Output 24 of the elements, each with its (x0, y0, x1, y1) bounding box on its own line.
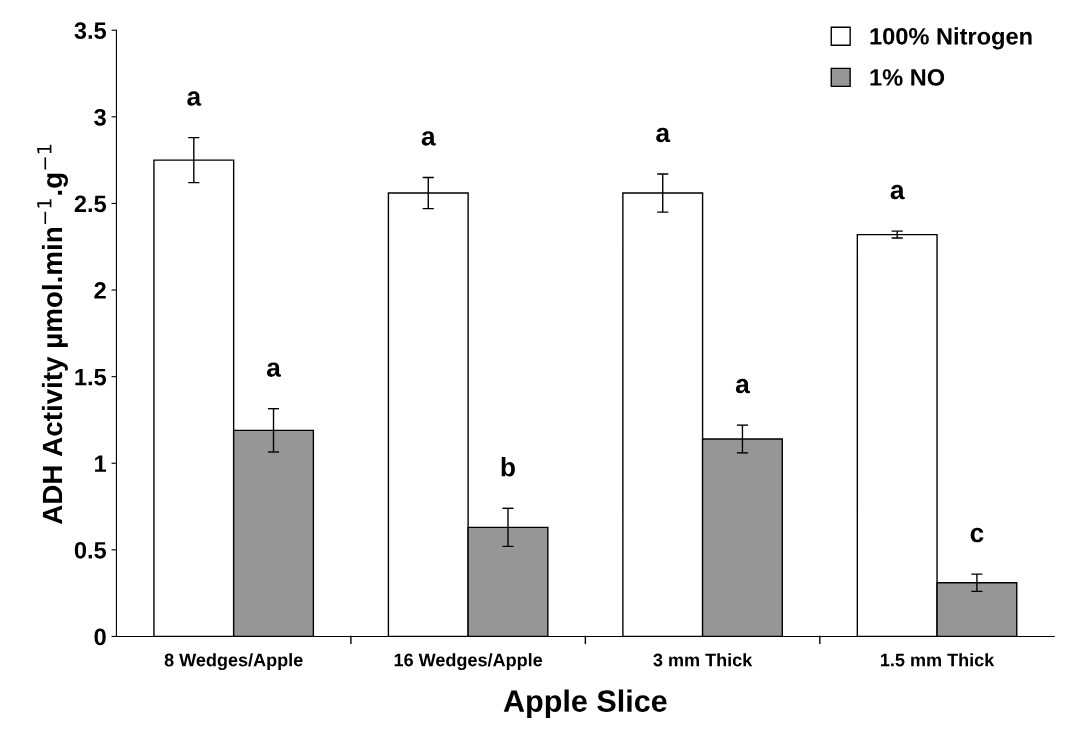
y-axis-title: ADH Activity µmol.min$^{−1}$.g$^{−1}$ (37, 144, 68, 525)
x-tick-label: 3 mm Thick (653, 653, 753, 667)
y-tick-label: 1.5 (75, 368, 107, 386)
legend-label: 100% Nitrogen (870, 27, 1032, 50)
y-tick-label: 1 (95, 455, 107, 472)
legend-label: 1% NO (870, 69, 945, 86)
annotation: a (656, 127, 671, 143)
annotation: a (735, 378, 750, 394)
x-axis-title: Apple Slice (503, 689, 667, 718)
x-tick-label: 1.5 mm Thick (880, 653, 995, 667)
y-tick-label: 2 (94, 282, 106, 299)
annotation: b (501, 457, 515, 477)
x-tick-label: 8 Wedges/Apple (164, 653, 303, 671)
y-tick-label: 2.5 (74, 195, 107, 213)
annotation: c (970, 527, 984, 543)
annotation: a (890, 184, 905, 200)
annotation: a (421, 131, 436, 146)
y-tick-label: 3 (94, 108, 106, 126)
y-tick-label: 3.5 (74, 22, 107, 40)
annotation: a (266, 362, 282, 377)
annotation: a (187, 91, 202, 106)
y-tick-label: 0 (94, 628, 106, 646)
y-tick-label: 0.5 (74, 541, 107, 559)
x-tick-label: 16 Wedges/Apple (394, 653, 543, 671)
